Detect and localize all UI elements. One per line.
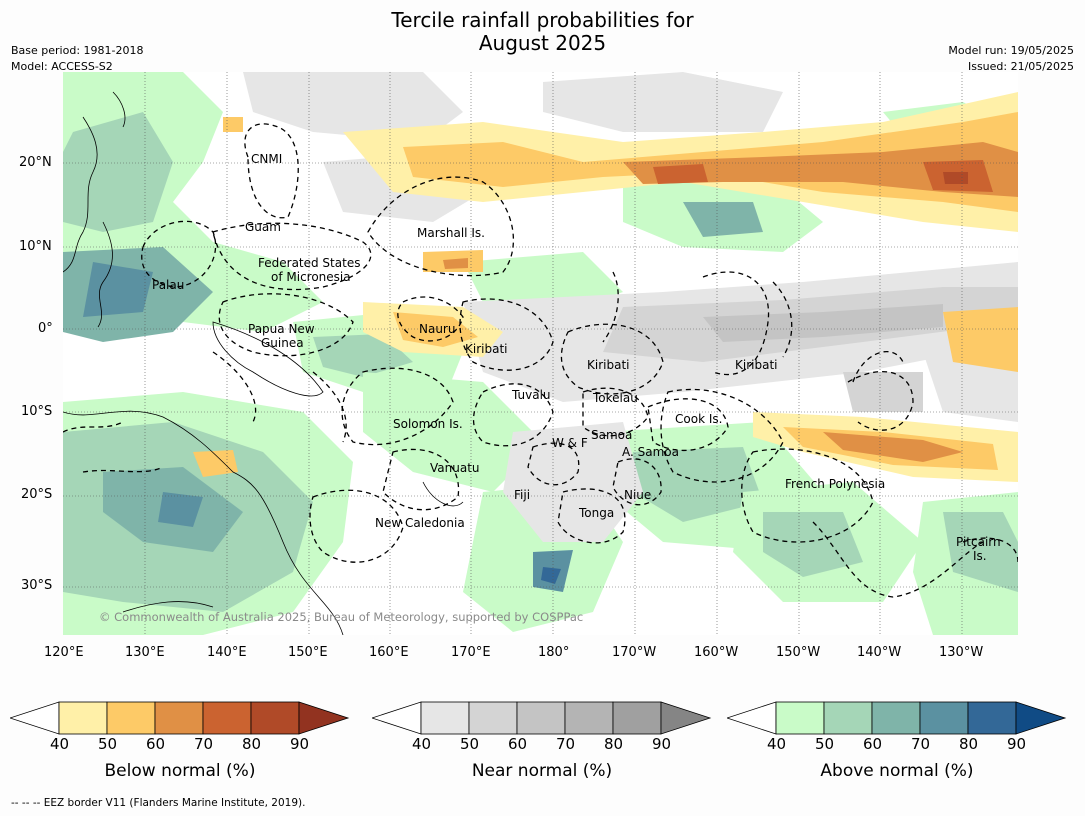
place-label-french-polynesia: French Polynesia — [785, 477, 886, 491]
colorbar-above-title: Above normal (%) — [820, 761, 974, 781]
map-title-line-1: Tercile rainfall probabilities for — [391, 8, 694, 32]
lat-tick-20n: 20°N — [19, 155, 52, 170]
place-label-vanuatu: Vanuatu — [430, 461, 480, 475]
colorbar-above-tick: 50 — [815, 735, 835, 753]
colorbar-near-tick: 70 — [556, 735, 576, 753]
lon-tick-160w: 160°W — [694, 645, 739, 660]
lat-tick-10n: 10°N — [19, 239, 52, 254]
copyright-notice: © Commonwealth of Australia 2025, Bureau… — [99, 610, 584, 624]
colorbar-near-title: Near normal (%) — [471, 761, 613, 781]
lat-tick-20s: 20°S — [21, 487, 53, 502]
place-label-solomon-islands: Solomon Is. — [393, 417, 463, 431]
colorbar-above-tick: 90 — [1007, 735, 1027, 753]
colorbar-below-tick: 90 — [290, 735, 310, 753]
lon-tick-130e: 130°E — [125, 645, 165, 660]
base-period-label: Base period: 1981-2018 — [11, 44, 144, 57]
place-label-png-line-2: Guinea — [261, 336, 304, 350]
colorbar-near-tick: 60 — [508, 735, 528, 753]
place-label-pitcairn-line-2: Is. — [973, 549, 987, 563]
place-label-micronesia-line-1: Federated States — [258, 256, 361, 270]
place-label-marshall-islands: Marshall Is. — [417, 226, 485, 240]
eez-border-footnote: -- -- -- EEZ border V11 (Flanders Marine… — [11, 797, 306, 809]
probability-map: CNMI Guam Marshall Is. Federated States … — [63, 72, 1018, 635]
colorbar-below-tick: 80 — [242, 735, 262, 753]
place-label-kiribati-central: Kiribati — [587, 358, 630, 372]
place-label-kiribati-west: Kiribati — [465, 342, 508, 356]
place-label-tokelau: Tokelau — [593, 391, 638, 405]
colorbar-below-normal-scale — [10, 701, 350, 735]
colorbar-above-tick: 60 — [863, 735, 883, 753]
colorbar-below-tick: 40 — [50, 735, 70, 753]
colorbar-near-tick: 40 — [412, 735, 432, 753]
colorbar-above-normal-scale — [727, 701, 1067, 735]
issued-label: Issued: 21/05/2025 — [967, 60, 1074, 73]
lat-tick-10s: 10°S — [21, 404, 53, 419]
lon-tick-150e: 150°E — [288, 645, 328, 660]
place-label-palau: Palau — [152, 278, 185, 292]
colorbar-near-tick: 90 — [652, 735, 672, 753]
colorbar-below-tick: 50 — [98, 735, 118, 753]
place-label-micronesia-line-2: of Micronesia — [271, 270, 351, 284]
place-label-cook-islands: Cook Is. — [675, 412, 723, 426]
model-run-label: Model run: 19/05/2025 — [948, 44, 1074, 57]
below-normal-regions — [193, 92, 1018, 482]
lon-tick-150w: 150°W — [776, 645, 821, 660]
lon-tick-130w: 130°W — [939, 645, 984, 660]
place-label-nauru: Nauru — [419, 322, 456, 336]
place-label-tonga: Tonga — [579, 506, 615, 520]
place-label-american-samoa: A. Samoa — [622, 445, 679, 459]
place-label-guam: Guam — [245, 220, 281, 234]
place-label-fiji: Fiji — [514, 488, 531, 502]
colorbar-below-title: Below normal (%) — [104, 761, 256, 781]
place-label-pitcairn-line-1: Pitcairn — [956, 535, 1001, 549]
colorbar-above-tick: 70 — [911, 735, 931, 753]
place-label-png-line-1: Papua New — [248, 322, 315, 336]
place-label-samoa: Samoa — [591, 428, 633, 442]
lat-tick-0: 0° — [38, 321, 53, 336]
lon-tick-140w: 140°W — [857, 645, 902, 660]
coastlines — [63, 91, 464, 635]
colorbar-below-tick: 60 — [146, 735, 166, 753]
lat-tick-30s: 30°S — [21, 578, 53, 593]
lon-tick-120e: 120°E — [44, 645, 84, 660]
lon-tick-170e: 170°E — [451, 645, 491, 660]
place-label-niue: Niue — [624, 488, 652, 502]
colorbar-near-tick: 50 — [460, 735, 480, 753]
map-title-line-2: August 2025 — [478, 31, 607, 55]
place-label-wallis-futuna: W & F — [552, 436, 588, 450]
gridlines — [63, 72, 1018, 635]
place-label-new-caledonia: New Caledonia — [375, 516, 465, 530]
colorbar-near-tick: 80 — [604, 735, 624, 753]
model-label: Model: ACCESS-S2 — [11, 60, 113, 73]
lon-tick-170w: 170°W — [612, 645, 657, 660]
colorbar-above-tick: 80 — [959, 735, 979, 753]
map-graphic — [63, 72, 1018, 635]
place-label-tuvalu: Tuvalu — [512, 388, 551, 402]
place-label-kiribati-east: Kiribati — [735, 358, 778, 372]
colorbar-below-tick: 70 — [194, 735, 214, 753]
colorbar-above-tick: 40 — [767, 735, 787, 753]
eez-borders — [63, 123, 1018, 598]
lon-tick-180: 180° — [538, 645, 570, 660]
lon-tick-140e: 140°E — [207, 645, 247, 660]
colorbar-near-normal-scale — [372, 701, 712, 735]
place-label-cnmi: CNMI — [251, 152, 283, 166]
lon-tick-160e: 160°E — [369, 645, 409, 660]
